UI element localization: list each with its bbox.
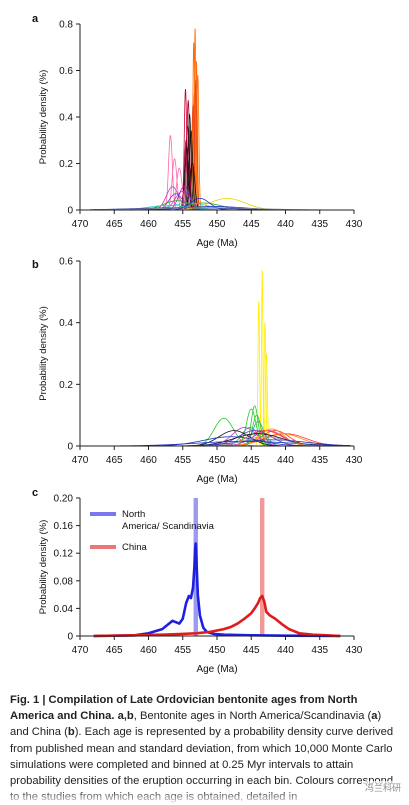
x-tick-label-b-2: 460 — [140, 455, 157, 466]
x-tick-label-a-1: 465 — [106, 219, 123, 230]
y-tick-label-a-1: 0.2 — [59, 159, 73, 170]
x-tick-label-c-0: 470 — [72, 645, 89, 656]
legend-label-1: China — [122, 542, 148, 553]
legend-label-0: North America/ Scandinavia — [122, 509, 215, 532]
y-tick-label-b-0: 0 — [67, 442, 73, 453]
x-tick-label-a-0: 470 — [72, 219, 89, 230]
caption-text-1: , Bentonite ages in North America/Scandi… — [133, 710, 372, 723]
y-tick-label-c-3: 0.12 — [54, 549, 74, 560]
x-tick-label-b-0: 470 — [72, 455, 89, 466]
x-tick-label-c-3: 455 — [174, 645, 191, 656]
x-tick-label-a-3: 455 — [174, 219, 191, 230]
caption-text-2: ) and China ( — [10, 710, 382, 739]
caption-ref-b: b — [67, 726, 75, 739]
figure-caption: Fig. 1 | Compilation of Late Ordovician … — [10, 692, 402, 805]
x-tick-label-b-5: 445 — [243, 455, 260, 466]
panel-label-b: b — [32, 259, 39, 271]
y-tick-label-b-3: 0.6 — [59, 257, 73, 268]
x-tick-label-c-1: 465 — [106, 645, 123, 656]
x-axis-label-b: Age (Ma) — [196, 474, 237, 485]
figure: a 0 0.2 0.4 0.6 0.8 470 465 460 455 450 445 440 435 43… — [32, 13, 363, 675]
y-axis-label-c: Probability density (%) — [38, 520, 49, 615]
x-tick-label-c-4: 450 — [209, 645, 226, 656]
series-line-0 — [93, 542, 341, 638]
y-tick-label-a-2: 0.4 — [59, 113, 73, 124]
x-axis-label-c: Age (Ma) — [196, 664, 237, 675]
panel-label-a: a — [32, 13, 39, 25]
y-tick-label-c-2: 0.08 — [54, 576, 74, 587]
x-tick-label-c-5: 445 — [243, 645, 260, 656]
x-tick-label-a-8: 430 — [346, 219, 363, 230]
x-tick-label-b-6: 440 — [277, 455, 294, 466]
caption-ref-a: a — [371, 710, 378, 723]
y-tick-label-c-0: 0 — [67, 632, 73, 643]
x-tick-label-b-7: 435 — [311, 455, 328, 466]
x-tick-label-a-4: 450 — [209, 219, 226, 230]
y-tick-label-b-2: 0.4 — [59, 318, 73, 329]
x-tick-label-b-3: 455 — [174, 455, 191, 466]
panel-label-c: c — [32, 487, 38, 499]
y-axis-label-a: Probability density (%) — [38, 70, 49, 165]
x-tick-label-a-6: 440 — [277, 219, 294, 230]
bottom-fade — [0, 790, 409, 805]
x-tick-label-a-7: 435 — [311, 219, 328, 230]
x-tick-label-a-5: 445 — [243, 219, 260, 230]
x-tick-label-c-7: 435 — [311, 645, 328, 656]
y-tick-label-a-0: 0 — [67, 206, 73, 217]
caption-title: Fig. 1 | Compilation of Late Ordovician … — [10, 694, 358, 723]
y-tick-label-c-5: 0.20 — [54, 494, 74, 505]
caption-panel-refs: a,b — [117, 710, 134, 723]
x-tick-label-b-1: 465 — [106, 455, 123, 466]
age-band-1 — [260, 498, 265, 636]
y-tick-label-b-1: 0.2 — [59, 380, 73, 391]
y-axis-label-b: Probability density (%) — [38, 306, 49, 401]
y-tick-label-a-4: 0.8 — [59, 20, 73, 31]
x-tick-label-a-2: 460 — [140, 219, 157, 230]
x-tick-label-c-6: 440 — [277, 645, 294, 656]
y-tick-label-a-3: 0.6 — [59, 66, 73, 77]
x-tick-label-b-8: 430 — [346, 455, 363, 466]
x-axis-label-a: Age (Ma) — [196, 238, 237, 249]
y-tick-label-c-4: 0.16 — [54, 521, 74, 532]
y-tick-label-c-1: 0.04 — [54, 604, 74, 615]
x-tick-label-b-4: 450 — [209, 455, 226, 466]
series-line-1 — [93, 594, 341, 638]
x-tick-label-c-2: 460 — [140, 645, 157, 656]
x-tick-label-c-8: 430 — [346, 645, 363, 656]
